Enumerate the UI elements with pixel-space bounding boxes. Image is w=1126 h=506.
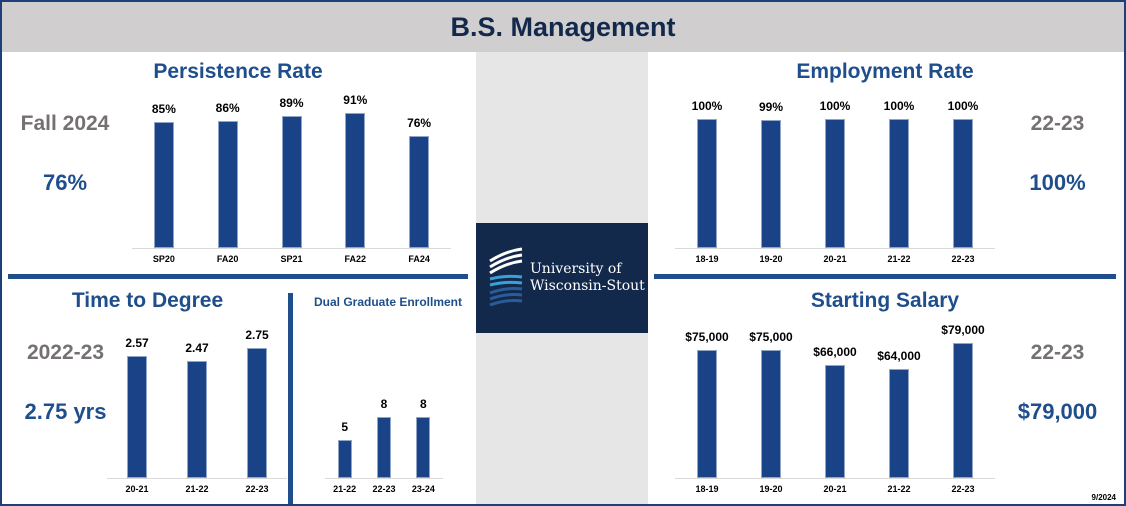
employment-data-label: 100% [819,99,851,113]
persistence-bar [345,113,366,248]
salary-kpi-value: $79,000 [1017,399,1098,424]
persistence-bar [281,116,302,248]
stripes-logo-icon [489,247,523,307]
persistence-kpi-value: 76% [42,170,88,195]
employment-data-label: 100% [883,99,915,113]
employment-bar [953,119,973,248]
dual-data-label: 5 [341,420,348,434]
vertical-divider [288,293,293,506]
employment-kpi-value: 100% [1029,170,1086,195]
persistence-bar [153,122,174,248]
persistence-tick-label: FA24 [408,254,430,264]
salary-bar [761,349,781,478]
employment-bar [825,119,845,248]
persistence-kpi-label: Fall 2024 [20,112,110,135]
employment-tick-label: 18-19 [695,254,719,264]
salary-tick-label: 21-22 [887,484,911,494]
persistence-data-label: 89% [279,96,304,111]
time-to-degree-kpi-label: 2022-23 [26,341,105,364]
salary-kpi-label: 22-23 [1030,341,1085,364]
left-divider [8,274,468,279]
salary-bar [953,343,973,478]
employment-kpi-label: 22-23 [1030,112,1085,135]
time-to-degree-kpi-value: 2.75 yrs [24,399,107,424]
persistence-tick-label: FA20 [216,254,239,264]
time-to-degree-title: Time to Degree [71,289,224,312]
logo-line2: Wisconsin-Stout [530,278,645,294]
dual-data-label: 8 [380,397,388,412]
salary-title: Starting Salary [810,289,960,312]
time_to_degree-bar [127,356,147,478]
employment-bar [697,119,717,248]
time_to_degree-bar [187,361,207,478]
salary-tick-label: 22-23 [951,484,975,494]
dual-tick-label: 22-23 [372,484,396,494]
salary-data-label: $79,000 [941,323,985,337]
persistence-title: Persistence Rate [153,60,323,83]
university-logo: University of Wisconsin-Stout [476,223,648,333]
employment-data-label: 99% [758,100,784,115]
salary-tick-label: 20-21 [823,484,847,494]
time_to_degree-tick-label: 22-23 [245,484,269,494]
logo-line1: University of [530,261,622,277]
salary-bar [889,368,909,478]
time_to_degree-tick-label: 20-21 [125,484,149,494]
employment-tick-label: 22-23 [951,254,975,264]
dual-data-label: 8 [419,397,427,412]
time_to_degree-data-label: 2.57 [125,336,149,351]
salary-data-label: $75,000 [685,329,729,344]
dual-enrollment-title: Dual Graduate Enrollment [313,295,463,309]
employment-bar [889,119,909,248]
employment-tick-label: 20-21 [823,254,847,264]
footer-date: 9/2024 [1091,493,1116,502]
persistence-tick-label: FA22 [344,254,367,264]
salary-tick-label: 18-19 [695,484,719,494]
right-divider [654,274,1116,279]
persistence-data-label: 86% [215,100,240,115]
persistence-bar [409,135,430,248]
dual-bar [377,417,391,478]
dual-tick-label: 21-22 [333,484,357,494]
persistence-data-label: 91% [343,93,368,108]
salary-bar [825,365,845,478]
time_to_degree-tick-label: 21-22 [185,484,209,494]
time_to_degree-bar [247,347,267,478]
page-header: B.S. Management [2,2,1124,52]
persistence-data-label: 76% [407,115,432,130]
time_to_degree-x-axis [107,478,287,479]
employment-title: Employment Rate [796,60,974,83]
employment-data-label: 100% [947,99,979,113]
salary-data-label: $66,000 [813,345,857,360]
employment-bar [761,120,781,248]
persistence-data-label: 85% [151,102,176,117]
employment-x-axis [675,248,995,249]
persistence-tick-label: SP21 [280,254,303,264]
dual-bar [416,417,431,478]
dual-tick-label: 23-24 [411,484,435,494]
persistence-x-axis [132,248,451,249]
employment-tick-label: 19-20 [759,254,783,264]
dual-x-axis [325,478,443,479]
employment-data-label: 100% [691,99,723,113]
salary-bar [697,349,717,478]
salary-tick-label: 19-20 [759,484,783,494]
persistence-tick-label: SP20 [152,254,175,264]
time_to_degree-data-label: 2.47 [185,341,209,356]
salary-data-label: $75,000 [749,329,793,344]
salary-data-label: $64,000 [877,348,921,363]
dual-bar [337,440,352,478]
time_to_degree-data-label: 2.75 [245,327,269,342]
persistence-bar [217,120,238,248]
salary-x-axis [675,478,995,479]
page-title: B.S. Management [450,11,676,42]
employment-tick-label: 21-22 [887,254,911,264]
